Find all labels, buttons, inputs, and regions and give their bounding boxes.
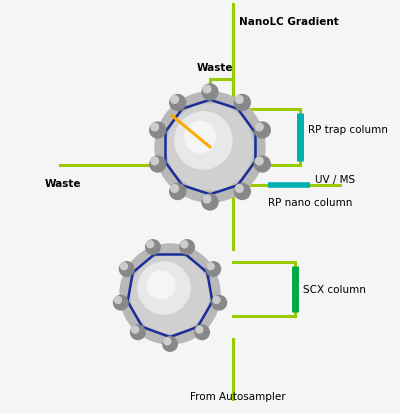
Circle shape [171, 185, 178, 193]
Circle shape [120, 263, 128, 270]
Circle shape [202, 85, 218, 101]
Circle shape [185, 122, 216, 153]
Circle shape [236, 96, 243, 104]
Circle shape [196, 326, 203, 333]
Circle shape [163, 337, 177, 351]
Circle shape [212, 296, 226, 310]
Circle shape [202, 195, 218, 211]
Circle shape [147, 271, 175, 299]
Circle shape [132, 326, 139, 333]
Circle shape [150, 157, 166, 173]
Circle shape [175, 112, 232, 170]
Circle shape [170, 95, 186, 111]
Circle shape [114, 297, 122, 304]
Circle shape [150, 123, 166, 139]
Circle shape [254, 157, 270, 173]
Circle shape [171, 96, 178, 104]
Circle shape [256, 124, 263, 131]
Circle shape [146, 240, 160, 255]
Circle shape [151, 158, 158, 166]
Circle shape [120, 244, 220, 344]
Circle shape [180, 240, 194, 255]
Circle shape [213, 297, 220, 304]
Circle shape [155, 93, 265, 202]
Circle shape [131, 255, 209, 333]
Circle shape [120, 262, 134, 277]
Circle shape [170, 184, 186, 200]
Circle shape [195, 325, 209, 340]
Circle shape [207, 263, 214, 270]
Text: From Autosampler: From Autosampler [190, 391, 286, 401]
Circle shape [114, 296, 128, 310]
Circle shape [236, 185, 243, 193]
Circle shape [151, 124, 158, 131]
Circle shape [164, 338, 171, 345]
Circle shape [254, 123, 270, 139]
Circle shape [206, 262, 220, 277]
Text: Waste: Waste [197, 63, 233, 73]
Text: SCX column: SCX column [303, 284, 366, 294]
Circle shape [203, 86, 211, 94]
Circle shape [234, 184, 250, 200]
Text: UV / MS: UV / MS [315, 175, 355, 185]
Circle shape [234, 95, 250, 111]
Circle shape [181, 241, 188, 248]
Circle shape [203, 196, 211, 203]
Circle shape [131, 325, 145, 340]
Circle shape [138, 262, 190, 314]
Text: NanoLC Gradient: NanoLC Gradient [239, 17, 339, 27]
Circle shape [147, 241, 154, 248]
Circle shape [256, 158, 263, 166]
Text: RP nano column: RP nano column [268, 197, 352, 207]
Circle shape [167, 105, 253, 190]
Text: Waste: Waste [45, 178, 82, 189]
Text: RP trap column: RP trap column [308, 125, 388, 135]
